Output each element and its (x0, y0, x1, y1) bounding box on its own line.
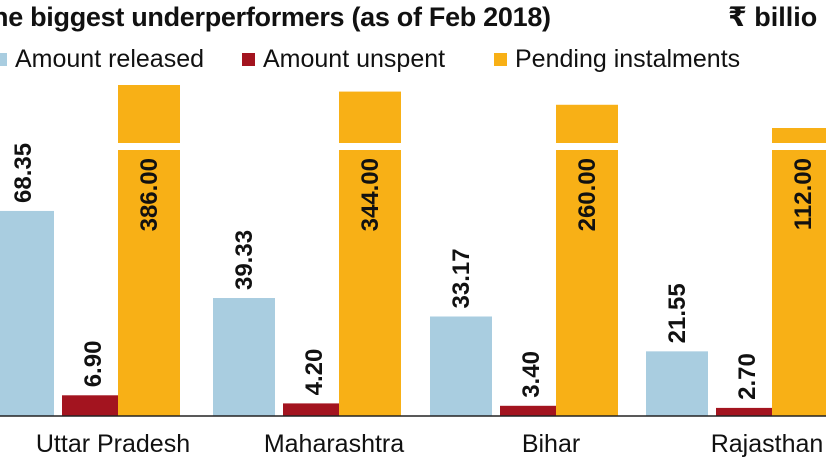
bar-amount-released-bihar (430, 316, 492, 416)
bar-amount-released-rajasthan (646, 351, 708, 416)
bar-amount-unspent-uttar-pradesh (62, 395, 124, 416)
legend-swatch-amount-released (0, 52, 7, 66)
bar-amount-unspent-maharashtra (283, 403, 345, 416)
legend-label-pending-instalments: Pending instalments (515, 44, 741, 73)
data-label-amount-released-bihar: 33.17 (448, 248, 475, 308)
category-label-bihar: Bihar (522, 430, 580, 458)
data-label-amount-unspent-maharashtra: 4.20 (301, 349, 328, 396)
legend-item-pending-instalments: Pending instalments (494, 44, 740, 74)
chart-unit-label: ₹ billio (728, 2, 818, 32)
legend-label-amount-released: Amount released (15, 44, 205, 73)
legend-swatch-amount-unspent (242, 52, 255, 66)
category-label-maharashtra: Maharashtra (264, 430, 404, 458)
data-label-amount-released-uttar-pradesh: 68.35 (10, 143, 37, 203)
bar-break-cap-pending-instalments-maharashtra (339, 91, 401, 143)
data-label-amount-unspent-uttar-pradesh: 6.90 (80, 341, 107, 388)
bar-pending-instalments-bihar (556, 150, 618, 416)
bar-pending-instalments-uttar-pradesh (118, 150, 180, 416)
bar-amount-unspent-bihar (500, 405, 562, 416)
bar-pending-instalments-maharashtra (339, 150, 401, 416)
data-label-pending-instalments-uttar-pradesh: 386.00 (136, 158, 163, 231)
category-label-rajasthan: Rajasthan (711, 430, 824, 458)
legend-swatch-pending-instalments (494, 52, 507, 66)
bar-break-cap-pending-instalments-rajasthan (772, 128, 826, 143)
legend-item-amount-unspent: Amount unspent (242, 44, 445, 74)
bar-break-cap-pending-instalments-uttar-pradesh (118, 85, 180, 143)
bar-amount-unspent-rajasthan (716, 407, 778, 416)
legend-item-amount-released: Amount released (0, 44, 204, 74)
legend: Amount released Amount unspent Pending i… (0, 44, 826, 74)
category-label-uttar-pradesh: Uttar Pradesh (36, 430, 190, 458)
bar-pending-instalments-rajasthan (772, 150, 826, 416)
bar-amount-released-maharashtra (213, 298, 275, 416)
data-label-amount-unspent-bihar: 3.40 (518, 351, 545, 398)
bar-amount-released-uttar-pradesh (0, 210, 54, 416)
data-label-pending-instalments-bihar: 260.00 (574, 158, 601, 231)
bar-break-cap-pending-instalments-bihar (556, 104, 618, 143)
data-label-pending-instalments-rajasthan: 112.00 (790, 158, 817, 230)
data-label-amount-released-maharashtra: 39.33 (231, 230, 258, 290)
data-label-amount-unspent-rajasthan: 2.70 (734, 353, 761, 400)
legend-label-amount-unspent: Amount unspent (263, 44, 446, 73)
data-label-amount-released-rajasthan: 21.55 (664, 283, 691, 343)
data-label-pending-instalments-maharashtra: 344.00 (357, 158, 384, 231)
chart-title: he biggest underperformers (as of Feb 20… (0, 2, 551, 32)
